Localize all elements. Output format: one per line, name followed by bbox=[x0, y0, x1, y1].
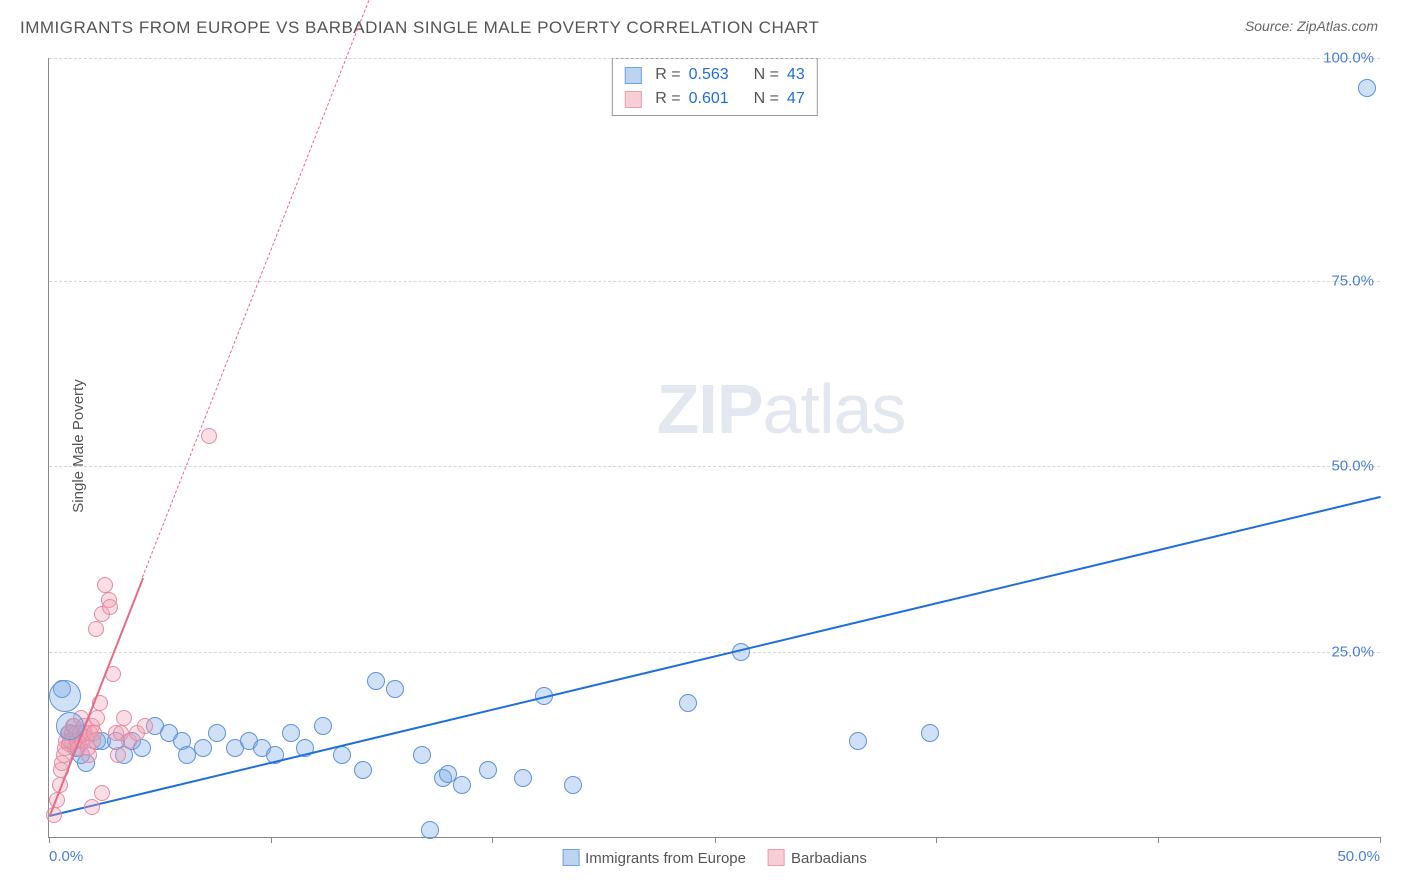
data-point-europe bbox=[282, 724, 300, 742]
n-value: 43 bbox=[787, 63, 805, 87]
data-point-europe bbox=[333, 746, 351, 764]
swatch-barbadians bbox=[768, 849, 785, 866]
x-tick-mark bbox=[1158, 837, 1159, 843]
data-point-barbadians bbox=[97, 577, 113, 593]
gridline bbox=[49, 652, 1380, 653]
data-point-barbadians bbox=[84, 799, 100, 815]
legend-row-europe: R = 0.563 N = 43 bbox=[624, 63, 804, 87]
data-point-barbadians bbox=[110, 747, 126, 763]
legend-label: Immigrants from Europe bbox=[585, 850, 746, 867]
legend-row-barbadians: R = 0.601 N = 47 bbox=[624, 87, 804, 111]
x-tick-label: 50.0% bbox=[1337, 848, 1380, 865]
data-point-barbadians bbox=[86, 725, 102, 741]
data-point-europe bbox=[479, 761, 497, 779]
data-point-europe bbox=[386, 680, 404, 698]
chart-title: IMMIGRANTS FROM EUROPE VS BARBADIAN SING… bbox=[20, 18, 819, 38]
source-name: ZipAtlas.com bbox=[1297, 18, 1378, 34]
gridline bbox=[49, 58, 1380, 59]
data-point-barbadians bbox=[116, 710, 132, 726]
data-point-barbadians bbox=[201, 428, 217, 444]
source-attribution: Source: ZipAtlas.com bbox=[1245, 18, 1378, 34]
data-point-europe bbox=[421, 821, 439, 839]
y-tick-label: 50.0% bbox=[1331, 458, 1374, 475]
x-tick-mark bbox=[1380, 837, 1381, 843]
data-point-barbadians bbox=[137, 718, 153, 734]
swatch-europe bbox=[624, 67, 641, 84]
data-point-europe bbox=[208, 724, 226, 742]
y-tick-label: 25.0% bbox=[1331, 643, 1374, 660]
r-label: R = bbox=[655, 63, 680, 87]
trend-line bbox=[142, 0, 422, 578]
watermark-bold: ZIP bbox=[657, 370, 763, 448]
data-point-europe bbox=[194, 739, 212, 757]
data-point-europe bbox=[921, 724, 939, 742]
x-tick-mark bbox=[936, 837, 937, 843]
x-tick-mark bbox=[492, 837, 493, 843]
series-legend: Immigrants from Europe Barbadians bbox=[562, 849, 867, 867]
data-point-europe bbox=[1358, 79, 1376, 97]
swatch-barbadians bbox=[624, 91, 641, 108]
source-prefix: Source: bbox=[1245, 18, 1297, 34]
watermark-rest: atlas bbox=[763, 370, 906, 448]
data-point-europe bbox=[453, 776, 471, 794]
data-point-europe bbox=[56, 712, 84, 740]
legend-item-barbadians: Barbadians bbox=[768, 849, 867, 867]
data-point-barbadians bbox=[94, 785, 110, 801]
scatter-plot-area: ZIPatlas R = 0.563 N = 43 R = 0.601 N = … bbox=[48, 58, 1380, 838]
data-point-europe bbox=[413, 746, 431, 764]
data-point-europe bbox=[679, 694, 697, 712]
data-point-europe bbox=[367, 672, 385, 690]
y-tick-label: 100.0% bbox=[1323, 50, 1374, 67]
n-label: N = bbox=[754, 63, 779, 87]
x-tick-mark bbox=[49, 837, 50, 843]
data-point-europe bbox=[849, 732, 867, 750]
gridline bbox=[49, 466, 1380, 467]
data-point-europe bbox=[49, 680, 81, 712]
n-label: N = bbox=[754, 87, 779, 111]
x-tick-mark bbox=[271, 837, 272, 843]
trend-line bbox=[49, 496, 1380, 817]
data-point-barbadians bbox=[88, 621, 104, 637]
y-tick-label: 75.0% bbox=[1331, 272, 1374, 289]
data-point-europe bbox=[354, 761, 372, 779]
r-value: 0.601 bbox=[689, 87, 729, 111]
n-value: 47 bbox=[787, 87, 805, 111]
swatch-europe bbox=[562, 849, 579, 866]
r-value: 0.563 bbox=[689, 63, 729, 87]
gridline bbox=[49, 281, 1380, 282]
watermark: ZIPatlas bbox=[657, 369, 906, 449]
correlation-legend: R = 0.563 N = 43 R = 0.601 N = 47 bbox=[611, 58, 817, 116]
r-label: R = bbox=[655, 87, 680, 111]
legend-label: Barbadians bbox=[791, 850, 867, 867]
data-point-barbadians bbox=[102, 599, 118, 615]
data-point-europe bbox=[314, 717, 332, 735]
data-point-europe bbox=[514, 769, 532, 787]
x-tick-mark bbox=[715, 837, 716, 843]
legend-item-europe: Immigrants from Europe bbox=[562, 849, 746, 867]
x-tick-label: 0.0% bbox=[49, 848, 83, 865]
data-point-barbadians bbox=[81, 747, 97, 763]
data-point-europe bbox=[564, 776, 582, 794]
